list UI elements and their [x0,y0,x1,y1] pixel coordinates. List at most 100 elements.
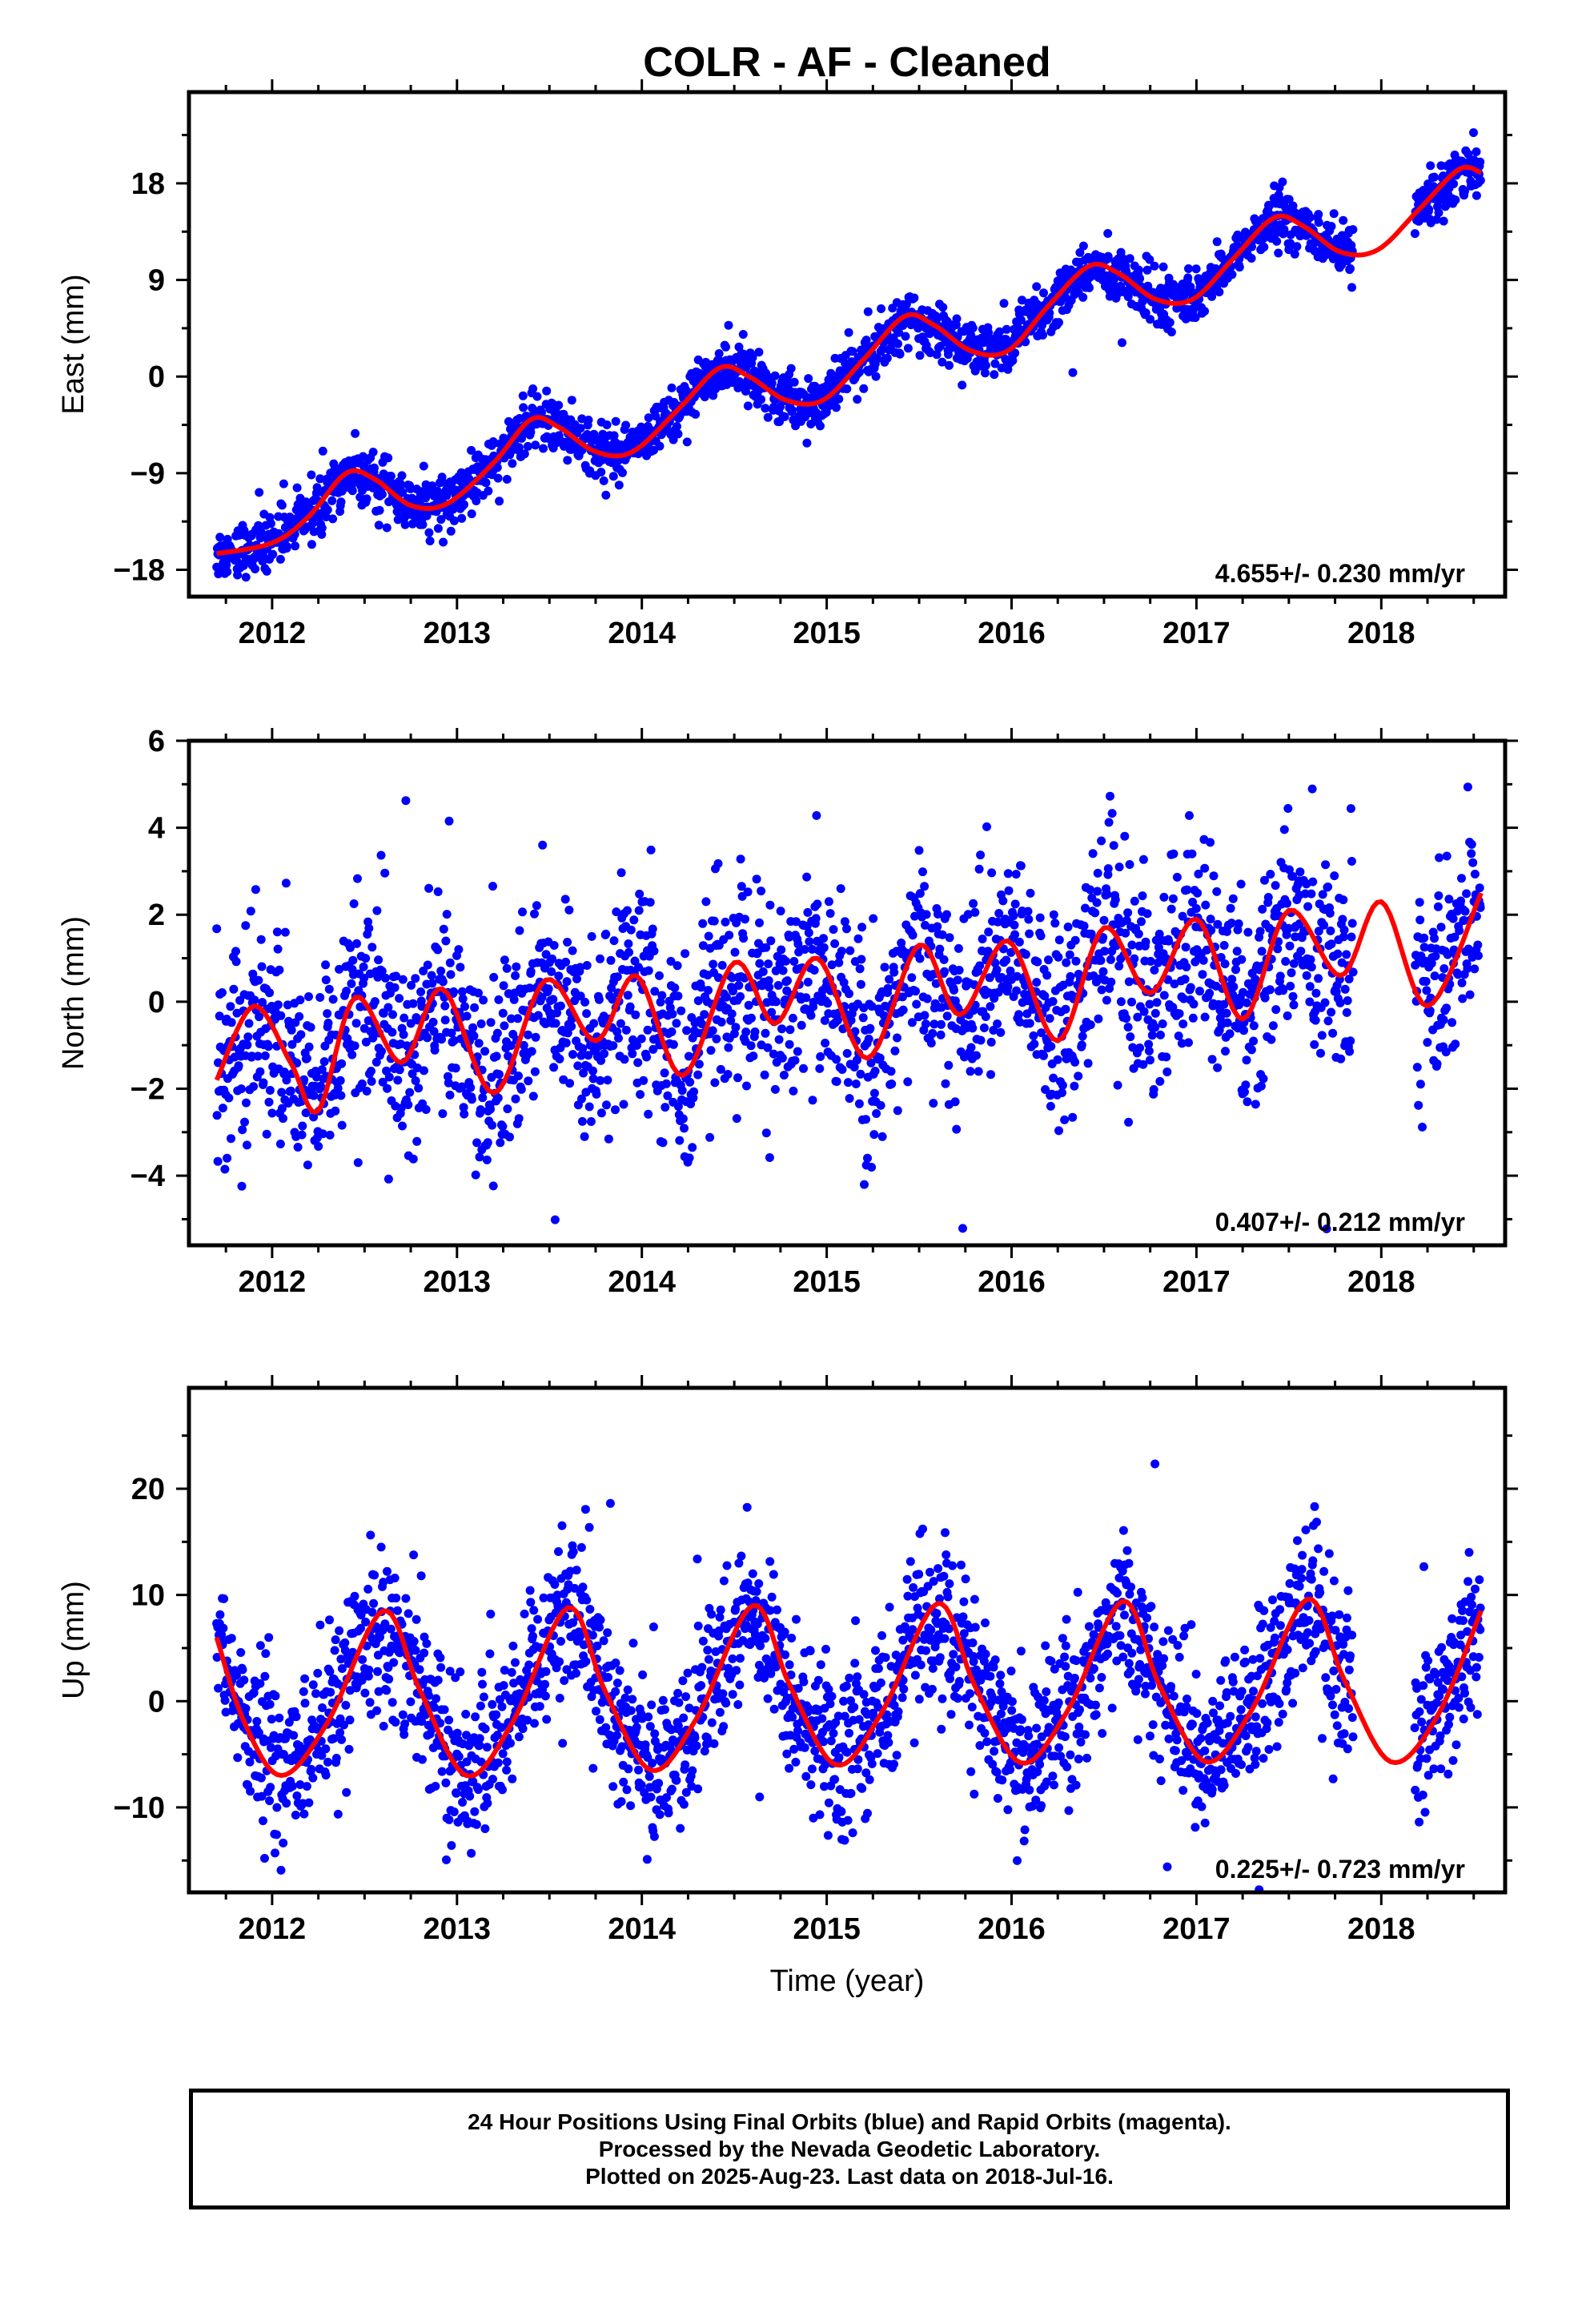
data-point [777,1024,786,1034]
data-point [295,995,305,1005]
data-point [220,1695,230,1705]
plot-frame [187,90,1508,599]
data-point [984,927,994,937]
data-point [262,1129,271,1139]
data-point [1194,869,1203,879]
data-point [351,1019,361,1028]
y-tick-label: −2 [130,1072,165,1106]
data-point [1419,943,1429,952]
data-point [246,1787,255,1796]
data-point [1049,1073,1058,1083]
data-point [765,1153,774,1162]
data-point [1189,999,1199,1009]
data-point [370,1570,379,1580]
data-point [374,521,383,530]
data-point [1093,868,1102,878]
data-point [909,293,919,303]
data-point [1135,1043,1145,1052]
data-point [758,967,768,976]
data-point [378,1077,387,1087]
data-point [1068,1112,1078,1122]
data-point [1455,926,1464,935]
data-point [265,1796,275,1806]
data-point [1425,1006,1435,1015]
data-point [757,887,766,896]
data-point [596,954,604,963]
data-point [1124,1117,1134,1127]
data-point [602,420,612,429]
data-point [433,945,443,955]
data-point [1133,1012,1142,1022]
data-point [386,1624,396,1634]
data-point [356,1610,366,1620]
data-point [800,945,809,954]
data-point [1209,871,1219,881]
data-point [968,324,978,333]
data-point [801,993,811,1003]
data-point [349,899,359,908]
data-point [938,930,947,939]
data-point [1232,947,1242,956]
data-point [1223,1018,1232,1027]
data-point [764,976,773,985]
data-point [999,299,1009,308]
data-point [556,1001,565,1011]
data-point [405,1088,415,1097]
data-point [236,1084,246,1094]
data-point [492,1051,501,1061]
data-point [468,1023,478,1032]
data-point [496,1138,505,1148]
data-point [333,1084,343,1093]
data-point [918,867,927,877]
data-point [417,1717,427,1726]
data-point [325,1130,335,1140]
data-point [377,489,387,499]
data-point [276,1011,286,1020]
data-point [442,1855,451,1864]
plot-frame [187,738,1508,1248]
data-point [1347,857,1356,866]
data-point [215,1610,225,1619]
data-point [1283,899,1291,908]
data-point [348,955,358,965]
data-point [457,987,467,996]
data-point [1081,903,1090,913]
data-point [257,1791,267,1801]
data-point [788,1013,797,1023]
data-point [254,521,263,530]
data-point [611,1105,620,1115]
data-point [1415,898,1424,907]
data-point [433,486,442,496]
data-point [809,966,819,975]
data-point [212,1111,222,1120]
data-point [402,1041,412,1051]
x-tick-label: 2012 [239,1265,307,1299]
data-point [966,1043,976,1052]
data-point [993,1019,1002,1028]
data-point [1170,979,1179,989]
data-point [894,328,904,337]
data-point [845,1094,854,1104]
data-point [776,402,785,412]
data-point [467,445,476,455]
data-point [833,1015,842,1025]
data-point [963,910,973,919]
data-point [1336,1054,1346,1063]
data-point [901,300,911,309]
data-point [1036,931,1046,941]
data-point [1260,875,1269,885]
data-point [1016,861,1026,870]
data-point [1106,977,1116,987]
data-point [643,1025,652,1035]
data-point [663,1091,673,1100]
data-point [372,906,382,915]
data-point [428,979,437,988]
data-point [504,1051,513,1061]
data-point [1205,988,1215,998]
data-point [1058,1080,1067,1090]
data-point [514,443,524,452]
data-point [1138,891,1147,901]
data-point [883,983,893,993]
data-point [736,991,745,1001]
data-point [746,1041,756,1051]
